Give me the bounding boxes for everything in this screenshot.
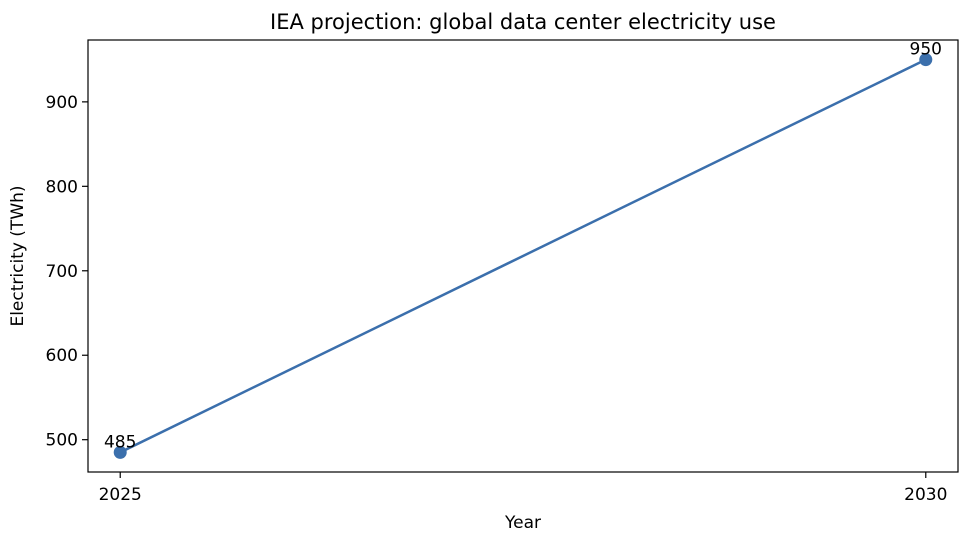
y-tick-label: 500	[46, 431, 78, 451]
plot-frame	[87, 39, 959, 473]
plot-area: 485 950	[104, 40, 942, 459]
y-tick-label: 700	[46, 262, 78, 282]
y-tick-label: 900	[46, 93, 78, 113]
x-axis-label: Year	[504, 513, 541, 533]
data-point	[113, 445, 127, 459]
y-axis-label: Electricity (TWh)	[8, 185, 28, 326]
chart-title: IEA projection: global data center elect…	[270, 10, 776, 34]
data-point	[919, 53, 933, 67]
x-tick-label: 2025	[99, 485, 142, 505]
y-tick-label: 800	[46, 177, 78, 197]
data-label: 950	[910, 40, 942, 60]
x-tick-label: 2030	[904, 485, 947, 505]
series-line	[119, 58, 927, 454]
data-label: 485	[104, 432, 136, 452]
y-tick-label: 600	[46, 346, 78, 366]
